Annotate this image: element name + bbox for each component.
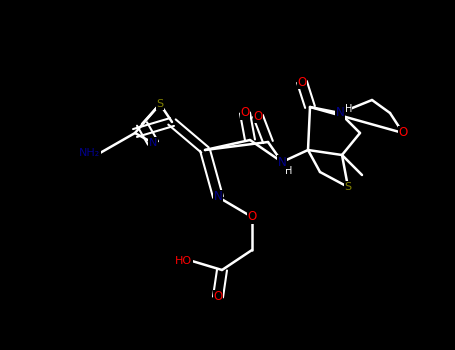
Text: O: O [298, 76, 307, 89]
Text: N: N [278, 155, 286, 168]
Text: O: O [399, 126, 408, 140]
Text: O: O [253, 110, 263, 122]
Text: N: N [214, 190, 222, 203]
Text: S: S [344, 182, 352, 192]
Text: O: O [248, 210, 257, 224]
Text: H: H [344, 105, 352, 114]
Text: N: N [149, 138, 157, 148]
Text: NH₂: NH₂ [79, 148, 100, 158]
Text: HO: HO [175, 256, 192, 266]
Text: N: N [336, 106, 344, 119]
Text: O: O [240, 106, 250, 119]
Text: O: O [213, 290, 222, 303]
Text: H: H [285, 166, 293, 176]
Text: S: S [157, 99, 163, 109]
